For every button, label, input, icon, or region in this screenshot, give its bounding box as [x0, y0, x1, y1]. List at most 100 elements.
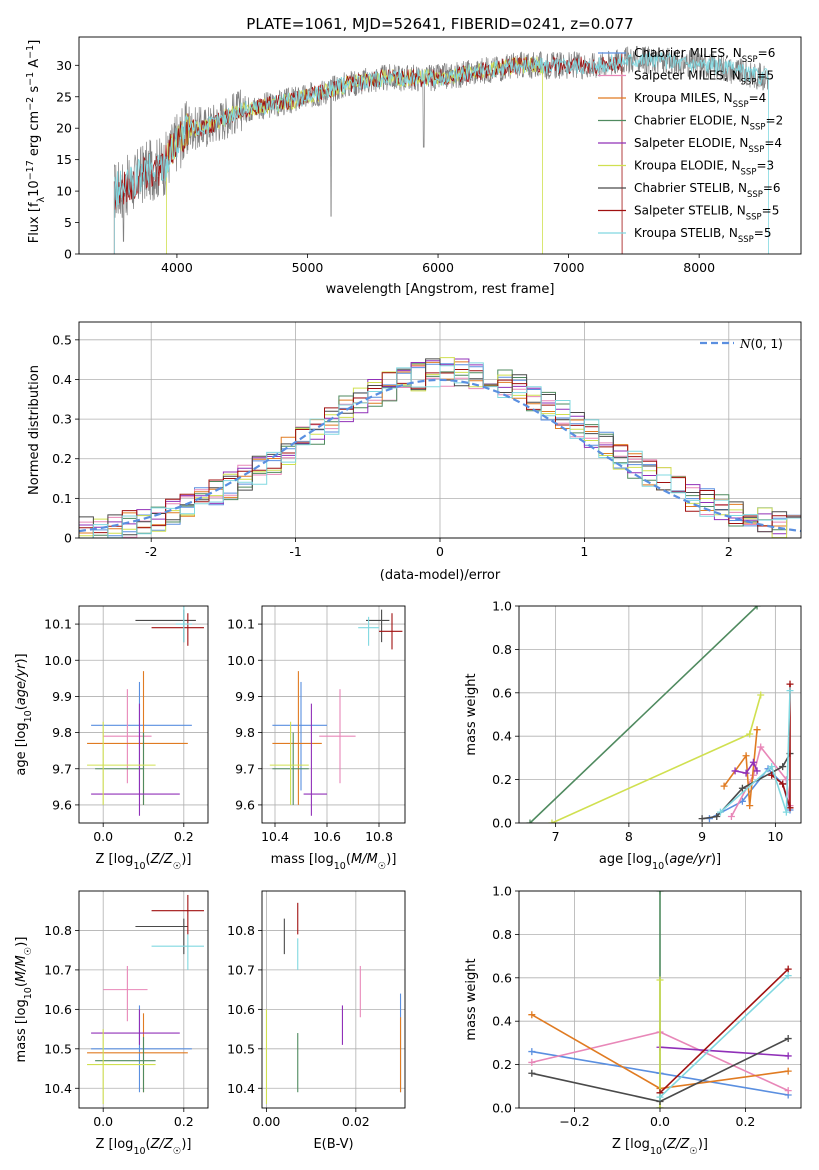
x-tick-label: -2	[145, 544, 157, 559]
label-part: ☉	[378, 861, 387, 872]
label-part: −17	[25, 160, 36, 180]
label-part: (	[14, 982, 29, 987]
x-tick-label: −0.2	[559, 1114, 589, 1129]
x-tick-label: 0.02	[342, 1114, 370, 1129]
y-tick-label: 10	[56, 184, 72, 199]
mass-weight-marker	[713, 812, 721, 820]
y-tick-label: 0.4	[492, 1014, 512, 1029]
age-vs-z-panel-marks	[87, 606, 204, 816]
normal-legend-label: N(0, 1)	[739, 337, 783, 351]
y-tick-label: 10.4	[227, 1081, 255, 1096]
mass-vs-z-panel: 0.0 0.210.410.510.610.710.8Z [log10(Z/Z☉)…	[14, 890, 209, 1157]
label-part: Z [log	[96, 1137, 134, 1152]
legend-label: Salpeter STELIB, NSSP=5	[634, 204, 779, 223]
x-tick-label: 6000	[422, 260, 454, 275]
y-tick-label: 0.6	[492, 685, 512, 700]
mass-weight-vs-age-panel-grid	[519, 605, 801, 824]
mass-weight-marker	[784, 1035, 792, 1043]
legend-label: Chabrier ELODIE, NSSP=2	[634, 114, 783, 133]
y-tick-label: 0.8	[492, 642, 512, 657]
label-part: 10	[652, 861, 664, 872]
y-tick-label: 10.1	[227, 617, 255, 632]
model-spectrum-line	[113, 51, 769, 254]
label-part: 10	[334, 861, 346, 872]
y-tick-label: 10.0	[44, 653, 72, 668]
y-tick-label: 10.0	[227, 653, 255, 668]
x-tick-label: 10.6	[313, 829, 341, 844]
mass-vs-z-panel-frame	[78, 890, 209, 1109]
mass-weight-marker	[738, 784, 746, 792]
x-tick-label: 8000	[683, 260, 715, 275]
label-part: (	[346, 852, 351, 867]
mass-weight-vs-age-panel-marks	[526, 606, 794, 823]
mass-weight-marker	[768, 763, 776, 771]
label-part: −1	[25, 45, 36, 59]
label-part: (	[14, 705, 29, 710]
mass-weight-marker	[784, 1067, 792, 1075]
x-tick-label: 0.00	[253, 1114, 281, 1129]
mass-vs-ebv-panel-marks	[265, 902, 402, 1105]
mass-weight-marker	[753, 767, 761, 775]
y-axis-label: age [log10(age/yr)]	[14, 653, 34, 775]
y-tick-label: 5	[64, 215, 72, 230]
mass-weight-marker	[526, 819, 534, 823]
legend-label-count: =3	[756, 159, 774, 173]
x-axis-label: age [log10(age/yr)]	[599, 852, 721, 872]
y-tick-label: 25	[56, 89, 72, 104]
label-part: 10	[23, 987, 34, 999]
mass-weight-marker	[528, 1058, 536, 1066]
label-part: )]	[386, 852, 396, 867]
mass-weight-marker	[528, 1011, 536, 1019]
x-tick-label: 0	[436, 544, 444, 559]
y-tick-label: 0.4	[492, 729, 512, 744]
mass-weight-marker	[757, 691, 765, 699]
y-tick-label: 10.8	[227, 923, 255, 938]
y-axis-label: Normed distribution	[27, 365, 42, 495]
y-tick-label: 9.6	[52, 797, 72, 812]
y-axis-label: mass weight	[464, 673, 479, 755]
x-tick-label: 0.2	[174, 1114, 194, 1129]
x-tick-label: 10	[767, 829, 783, 844]
mass-weight-marker	[720, 782, 728, 790]
mass-weight-vs-z-panel-frame	[518, 890, 802, 1109]
mass-vs-ebv-panel-frame	[261, 890, 406, 1109]
label-part: 10	[133, 861, 145, 872]
label-part: Z [log	[612, 1137, 650, 1152]
legend-label: Kroupa MILES, NSSP=4	[634, 91, 766, 110]
y-tick-label: 9.6	[235, 797, 255, 812]
legend-label: Kroupa ELODIE, NSSP=3	[634, 159, 774, 178]
mass-vs-z-panel-marks	[87, 894, 204, 1105]
mass-weight-marker	[746, 802, 754, 810]
y-tick-label: 10.6	[227, 1002, 255, 1017]
plot-layer: 4000 5000 6000 7000 8000051015202530waveleng…	[14, 36, 802, 1157]
mass-vs-ebv-panel-grid	[262, 891, 405, 1108]
mass-weight-marker	[782, 808, 790, 816]
label-part: mass [log	[14, 999, 29, 1062]
label-part: (	[146, 852, 151, 867]
x-tick-label: 9	[698, 829, 706, 844]
mass-weight-marker	[528, 1069, 536, 1077]
x-tick-label: 10.8	[365, 829, 393, 844]
legend-label-sub: SSP	[748, 145, 764, 155]
legend-label-sub: SSP	[741, 168, 757, 178]
y-tick-label: 10.5	[227, 1041, 255, 1056]
mass-weight-marker	[727, 812, 735, 820]
mass-weight-marker	[757, 743, 765, 751]
age-vs-mass-panel-frame	[261, 605, 406, 824]
x-axis-label: Z [log10(Z/Z☉)]	[612, 1137, 708, 1157]
label-part: ☉	[23, 947, 34, 956]
y-tick-label: 9.7	[52, 761, 72, 776]
x-tick-label: 7000	[553, 260, 585, 275]
legend-label: Salpeter MILES, NSSP=5	[634, 69, 774, 88]
y-tick-label: 9.9	[52, 689, 72, 704]
label-part: 10	[23, 710, 34, 722]
age-vs-mass-panel: 10.4 10.6 10.8 9.6 9.7 9.8 9.9 10.0 10.1 mass [lo…	[227, 605, 406, 872]
mass-weight-marker	[548, 819, 556, 823]
x-tick-label: -1	[289, 544, 301, 559]
x-tick-label: 0.2	[174, 829, 194, 844]
label-part: )]	[181, 1137, 191, 1152]
x-tick-label: 0.0	[93, 829, 113, 844]
label-part: ]	[27, 40, 42, 45]
legend-label-name: Kroupa MILES, N	[634, 91, 733, 105]
